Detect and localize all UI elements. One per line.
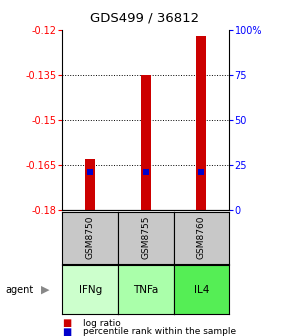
Text: TNFa: TNFa — [133, 285, 158, 295]
Text: log ratio: log ratio — [83, 319, 120, 328]
Bar — [196, 36, 206, 210]
Text: percentile rank within the sample: percentile rank within the sample — [83, 328, 236, 336]
Bar — [141, 75, 151, 210]
Text: IFNg: IFNg — [79, 285, 102, 295]
Text: ■: ■ — [62, 327, 72, 336]
Text: IL4: IL4 — [194, 285, 209, 295]
Text: ▶: ▶ — [41, 285, 49, 295]
Text: agent: agent — [6, 285, 34, 295]
Text: GSM8755: GSM8755 — [141, 216, 150, 259]
Text: GDS499 / 36812: GDS499 / 36812 — [90, 12, 200, 25]
Text: GSM8750: GSM8750 — [86, 216, 95, 259]
Bar — [85, 159, 95, 210]
Text: GSM8760: GSM8760 — [197, 216, 206, 259]
Text: ■: ■ — [62, 318, 72, 328]
